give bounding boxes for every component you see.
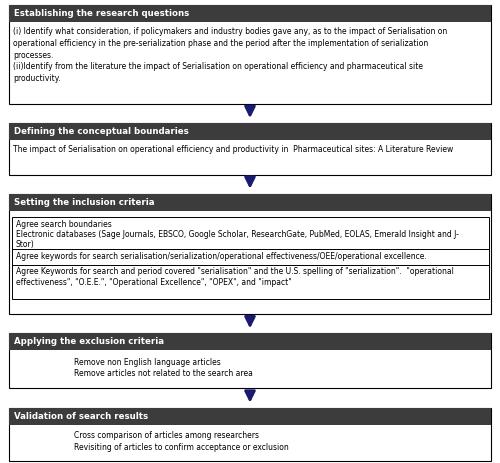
Text: Cross comparison of articles among researchers
Revisiting of articles to confirm: Cross comparison of articles among resea… (74, 431, 289, 452)
Bar (12, 217, 488, 249)
Text: The impact of Serialisation on operational efficiency and productivity in  Pharm: The impact of Serialisation on operation… (13, 145, 453, 154)
Bar (9, 123, 491, 140)
Bar (9, 5, 491, 22)
Bar (9, 407, 491, 425)
Text: Agree keywords for search serialisation/serialization/operational effectiveness/: Agree keywords for search serialisation/… (16, 251, 426, 261)
Bar (12, 249, 488, 265)
Bar (9, 333, 491, 350)
Text: Agree search boundaries
Electronic databases (Sage Journals, EBSCO, Google Schol: Agree search boundaries Electronic datab… (16, 219, 458, 250)
Text: Defining the conceptual boundaries: Defining the conceptual boundaries (14, 127, 189, 136)
Bar (9, 5, 491, 104)
Text: Validation of search results: Validation of search results (14, 412, 148, 420)
Text: Establishing the research questions: Establishing the research questions (14, 9, 189, 18)
Bar (9, 194, 491, 314)
Bar (12, 265, 488, 299)
Bar (9, 333, 491, 388)
Text: Setting the inclusion criteria: Setting the inclusion criteria (14, 198, 154, 206)
Bar (9, 123, 491, 175)
Text: Applying the exclusion criteria: Applying the exclusion criteria (14, 337, 164, 346)
Text: Remove non English language articles
Remove articles not related to the search a: Remove non English language articles Rem… (74, 358, 253, 378)
Text: (i) Identify what consideration, if policymakers and industry bodies gave any, a: (i) Identify what consideration, if poli… (13, 27, 448, 83)
Bar (9, 407, 491, 461)
Text: Agree Keywords for search and period covered "serialisation" and the U.S. spelli: Agree Keywords for search and period cov… (16, 268, 454, 287)
Bar (9, 194, 491, 211)
